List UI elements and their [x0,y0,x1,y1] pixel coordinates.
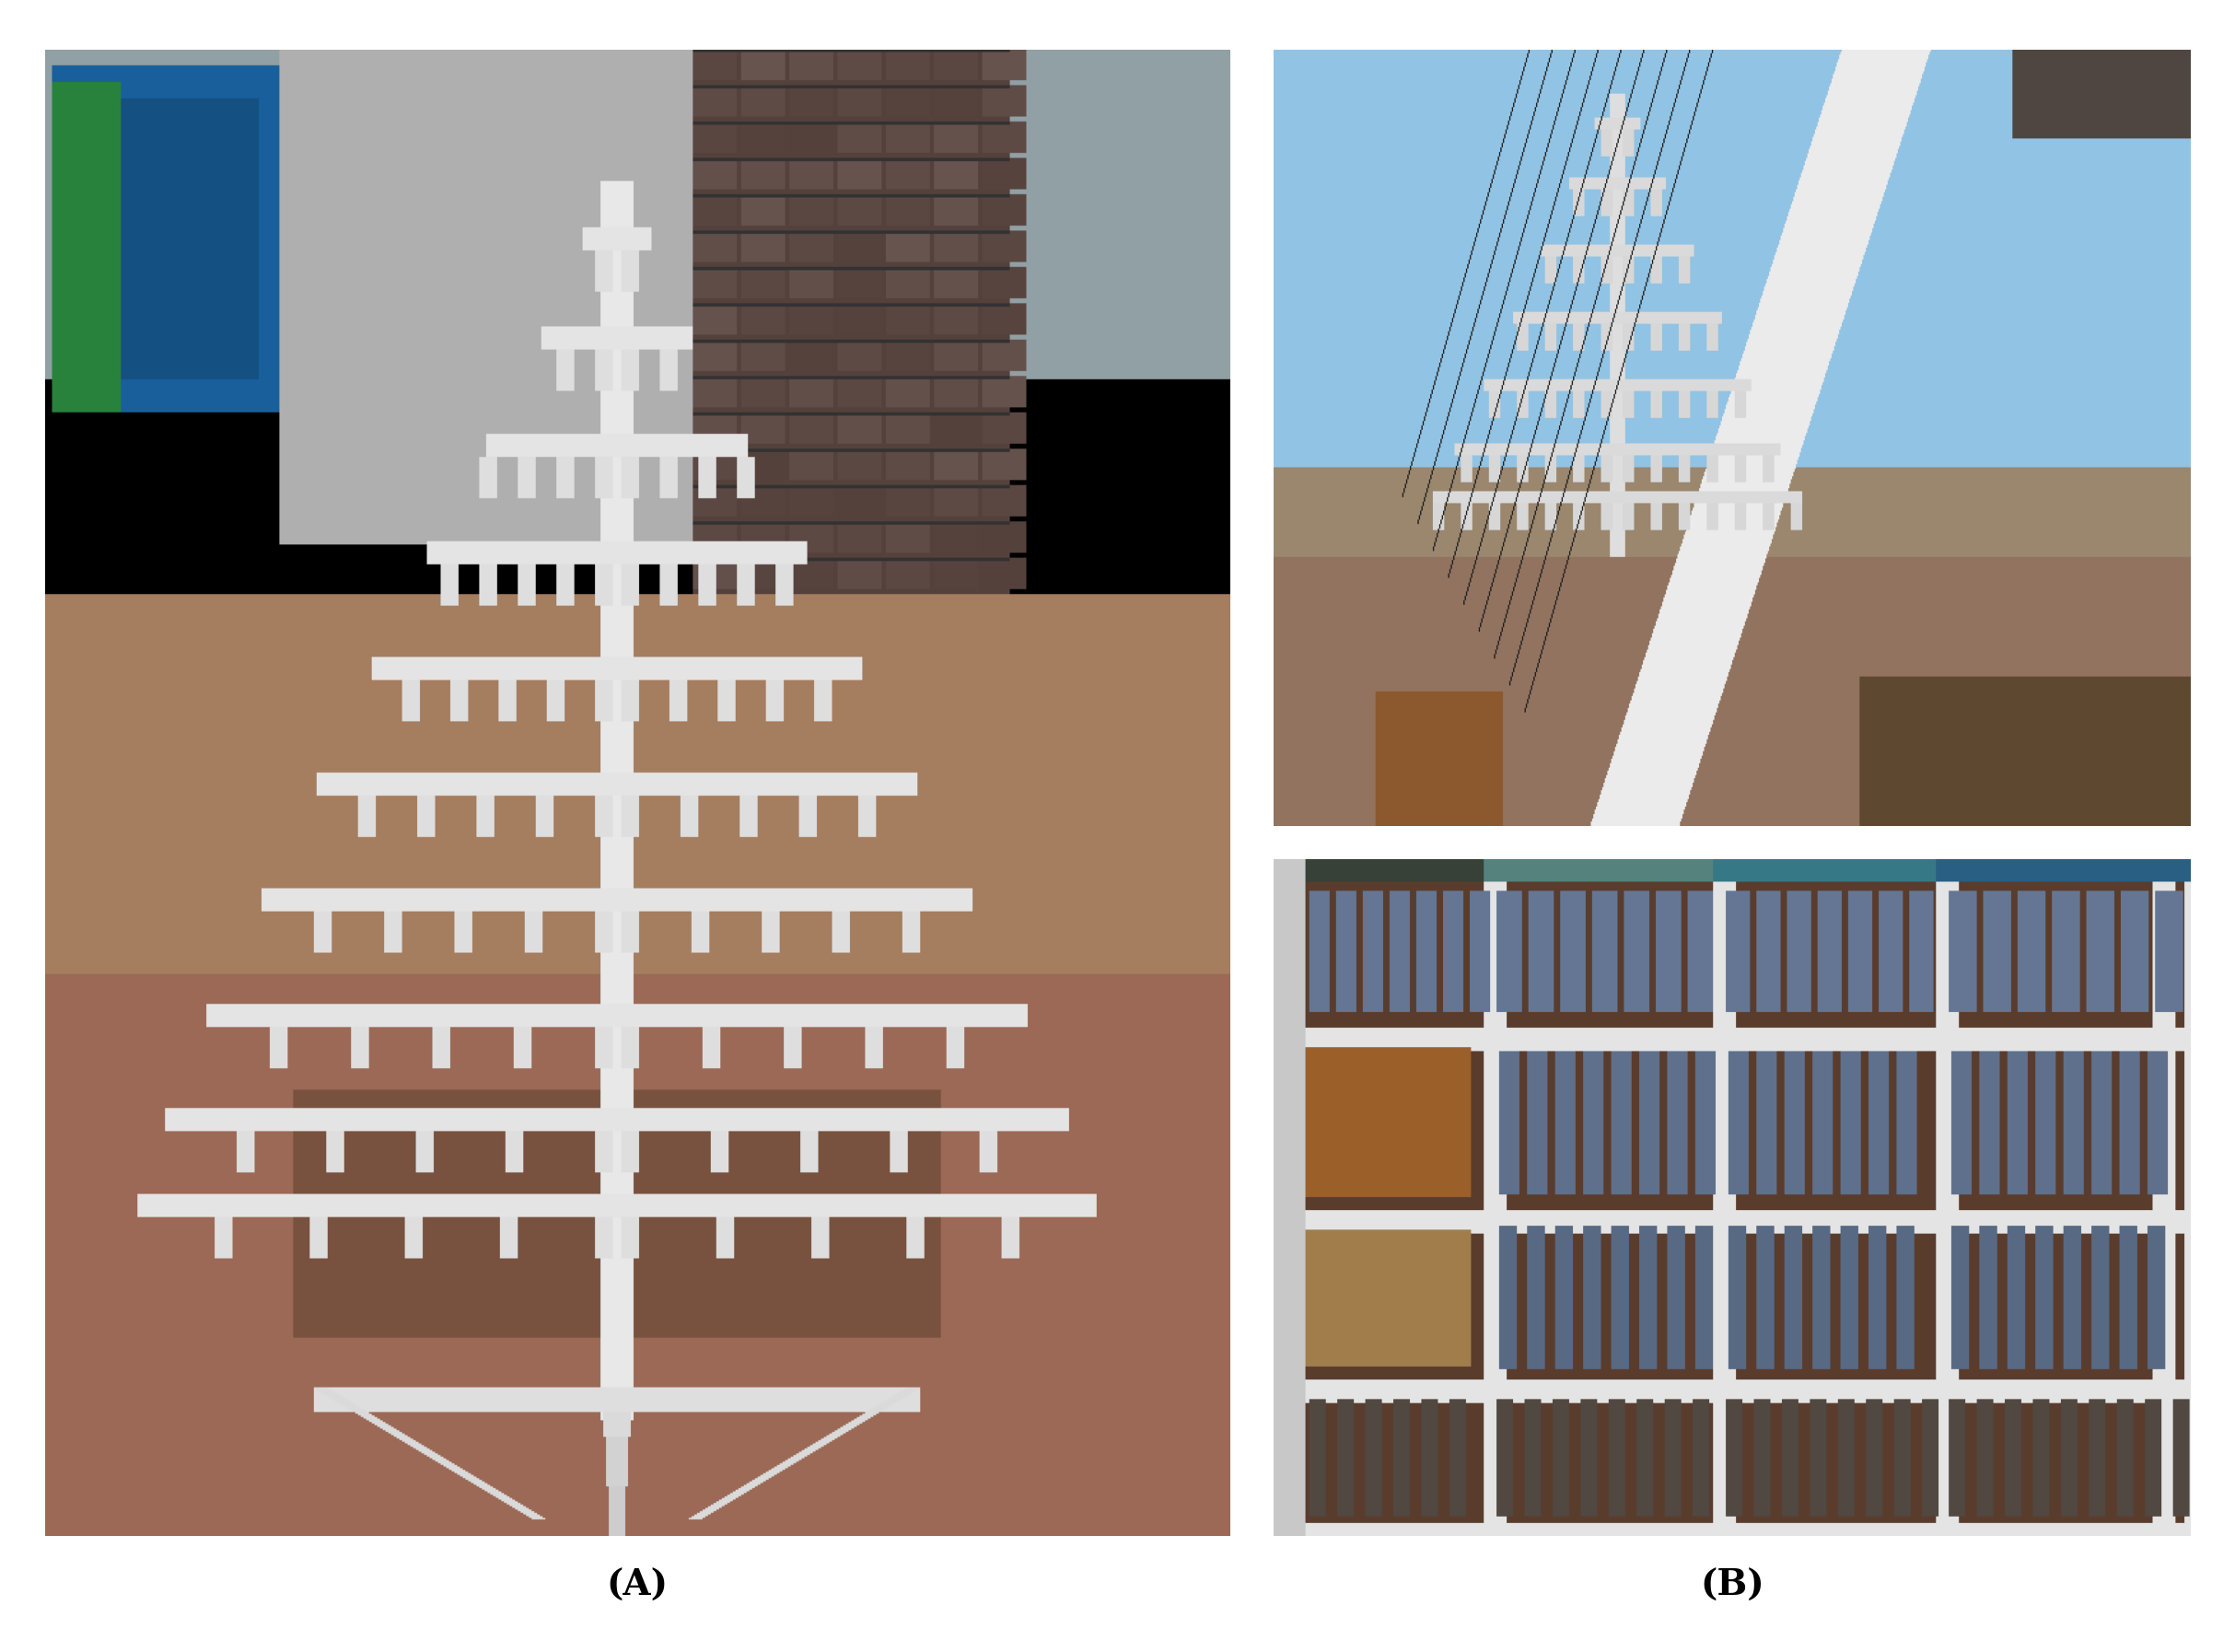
Text: (A): (A) [606,1568,668,1604]
Text: (B): (B) [1701,1568,1763,1604]
